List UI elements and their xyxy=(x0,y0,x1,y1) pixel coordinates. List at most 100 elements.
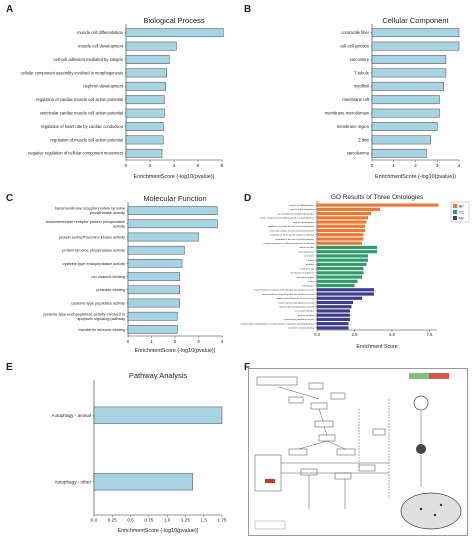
bar xyxy=(371,95,440,105)
category-label: sarcomere xyxy=(304,255,315,258)
legend-swatch xyxy=(453,216,457,220)
bar xyxy=(125,81,166,91)
category-label: Z disc xyxy=(358,137,369,142)
category-label: transferrin receptor binding xyxy=(288,327,315,330)
x-axis-label: EnrichmentScore (-log10(pvalue)) xyxy=(375,174,456,180)
category-label: protease binding xyxy=(298,314,315,317)
x-tick-label: 1.0 xyxy=(164,518,171,523)
category-label: transmembrane receptor protein phosphata… xyxy=(46,219,125,228)
x-tick-label: 0.75 xyxy=(144,518,153,523)
bar xyxy=(317,203,439,207)
chart-biological-process: Biological Process muscle cell differenti… xyxy=(21,16,224,180)
chart-go-three-ontologies: GO Results of Three Ontologies muscle cel… xyxy=(240,194,470,350)
category-label: regulation of muscle cell action potenti… xyxy=(50,137,123,142)
x-tick-label: 2 xyxy=(414,163,417,169)
x-axis-label: EnrichmentScore (-log10(pvalue)) xyxy=(135,348,216,354)
category-label: cell-cell junction xyxy=(340,44,370,49)
category-label: muscle cell differentiation xyxy=(77,30,124,35)
bar xyxy=(371,81,444,91)
bar xyxy=(317,309,350,313)
category-label: ventricular cardiac muscle cell action p… xyxy=(270,229,315,232)
chart-pathway-analysis: Pathway Analysis Autophagy - animal Autoph… xyxy=(51,371,227,534)
category-label: nephron development xyxy=(293,221,315,224)
category-label: sarcolemma xyxy=(302,284,315,287)
bar xyxy=(317,292,374,296)
bar xyxy=(317,211,371,216)
bar xyxy=(317,254,368,258)
category-label: ion channel binding xyxy=(295,311,315,313)
category-label: membrane microdomain xyxy=(290,272,314,275)
legend-label: CC xyxy=(459,211,465,215)
legend-swatch xyxy=(453,210,457,214)
category-label: muscle cell development xyxy=(78,44,124,49)
category-label: cysteine-type peptidase activity xyxy=(284,318,315,321)
pathway-map-drawing xyxy=(249,369,467,535)
bar xyxy=(317,300,353,305)
bar xyxy=(317,216,368,220)
category-label: negative regulation of cellular componen… xyxy=(263,242,314,245)
category-label: Autophagy - animal xyxy=(51,413,91,418)
x-tick-label: 8 xyxy=(221,163,224,169)
bar xyxy=(317,220,367,224)
bar xyxy=(127,232,199,242)
bar xyxy=(371,148,427,158)
bar xyxy=(127,285,180,295)
category-label: cysteine-type endopeptidase activity inv… xyxy=(240,322,314,325)
category-label: cellular component assembly involved in … xyxy=(259,217,315,220)
bar xyxy=(127,259,183,268)
bar xyxy=(317,207,380,211)
category-label: regulation of heart rate by cardiac cond… xyxy=(270,234,315,237)
category-label: regulation of heart rate by cardiac cond… xyxy=(41,124,124,129)
bar xyxy=(317,313,350,317)
category-label: membrane microdomain xyxy=(325,111,370,116)
legend-label: BP xyxy=(459,205,464,209)
bar xyxy=(127,206,218,215)
category-label: cysteine-type endopeptidase activity xyxy=(279,305,315,308)
pathway-map-image xyxy=(248,368,468,536)
bar xyxy=(125,135,164,145)
panel-letter-a: A xyxy=(6,4,14,15)
bar xyxy=(371,108,440,118)
bar xyxy=(317,250,377,254)
panel-letter-c: C xyxy=(6,193,14,204)
bar xyxy=(317,267,364,271)
bar xyxy=(317,271,364,275)
bar xyxy=(317,237,364,241)
chart-molecular-function: Molecular Function transmembrane receptor… xyxy=(43,194,224,354)
x-tick-label: 0.25 xyxy=(108,518,117,523)
bar xyxy=(371,122,438,131)
category-label: ventricular cardiac muscle cell action p… xyxy=(40,111,123,116)
category-label: transmembrane receptor protein tyrosine p… xyxy=(55,206,125,215)
bar xyxy=(317,296,362,300)
category-label: cysteine-type endopeptidase activity inv… xyxy=(43,311,125,320)
bar xyxy=(125,122,164,131)
bar xyxy=(125,68,167,78)
chart-title: Pathway Analysis xyxy=(129,371,188,380)
x-tick-label: 0 xyxy=(371,163,374,169)
bar xyxy=(371,68,447,78)
category-label: myofibril xyxy=(354,84,369,89)
bar xyxy=(125,41,177,51)
x-tick-label: 0.0 xyxy=(314,332,320,337)
x-axis-label: Enrichment Score xyxy=(356,344,397,350)
category-label: muscle cell development xyxy=(290,208,314,211)
x-tick-label: 1 xyxy=(392,163,395,169)
bar xyxy=(317,279,358,283)
x-tick-label: 7.5 xyxy=(427,332,433,337)
category-label: protein tyrosine phosphatase activity xyxy=(62,248,125,253)
category-label: transmembrane receptor protein tyrosine … xyxy=(254,289,315,292)
category-label: cell-cell junction xyxy=(299,250,315,253)
bar xyxy=(125,148,163,158)
bar xyxy=(317,275,362,279)
panel-letter-e: E xyxy=(6,362,13,373)
panel-letter-f: F xyxy=(244,362,250,373)
category-label: membrane region xyxy=(337,124,370,129)
bar xyxy=(317,322,349,326)
panel-letter-b: B xyxy=(244,4,252,15)
bar xyxy=(371,41,460,51)
x-axis-label: EnrichmentScore (-log10(pvalue)) xyxy=(118,528,199,534)
category-label: transmembrane receptor protein phosphata… xyxy=(262,293,315,296)
bar xyxy=(371,135,431,145)
bar xyxy=(93,406,223,424)
x-tick-label: 1.25 xyxy=(181,518,190,523)
